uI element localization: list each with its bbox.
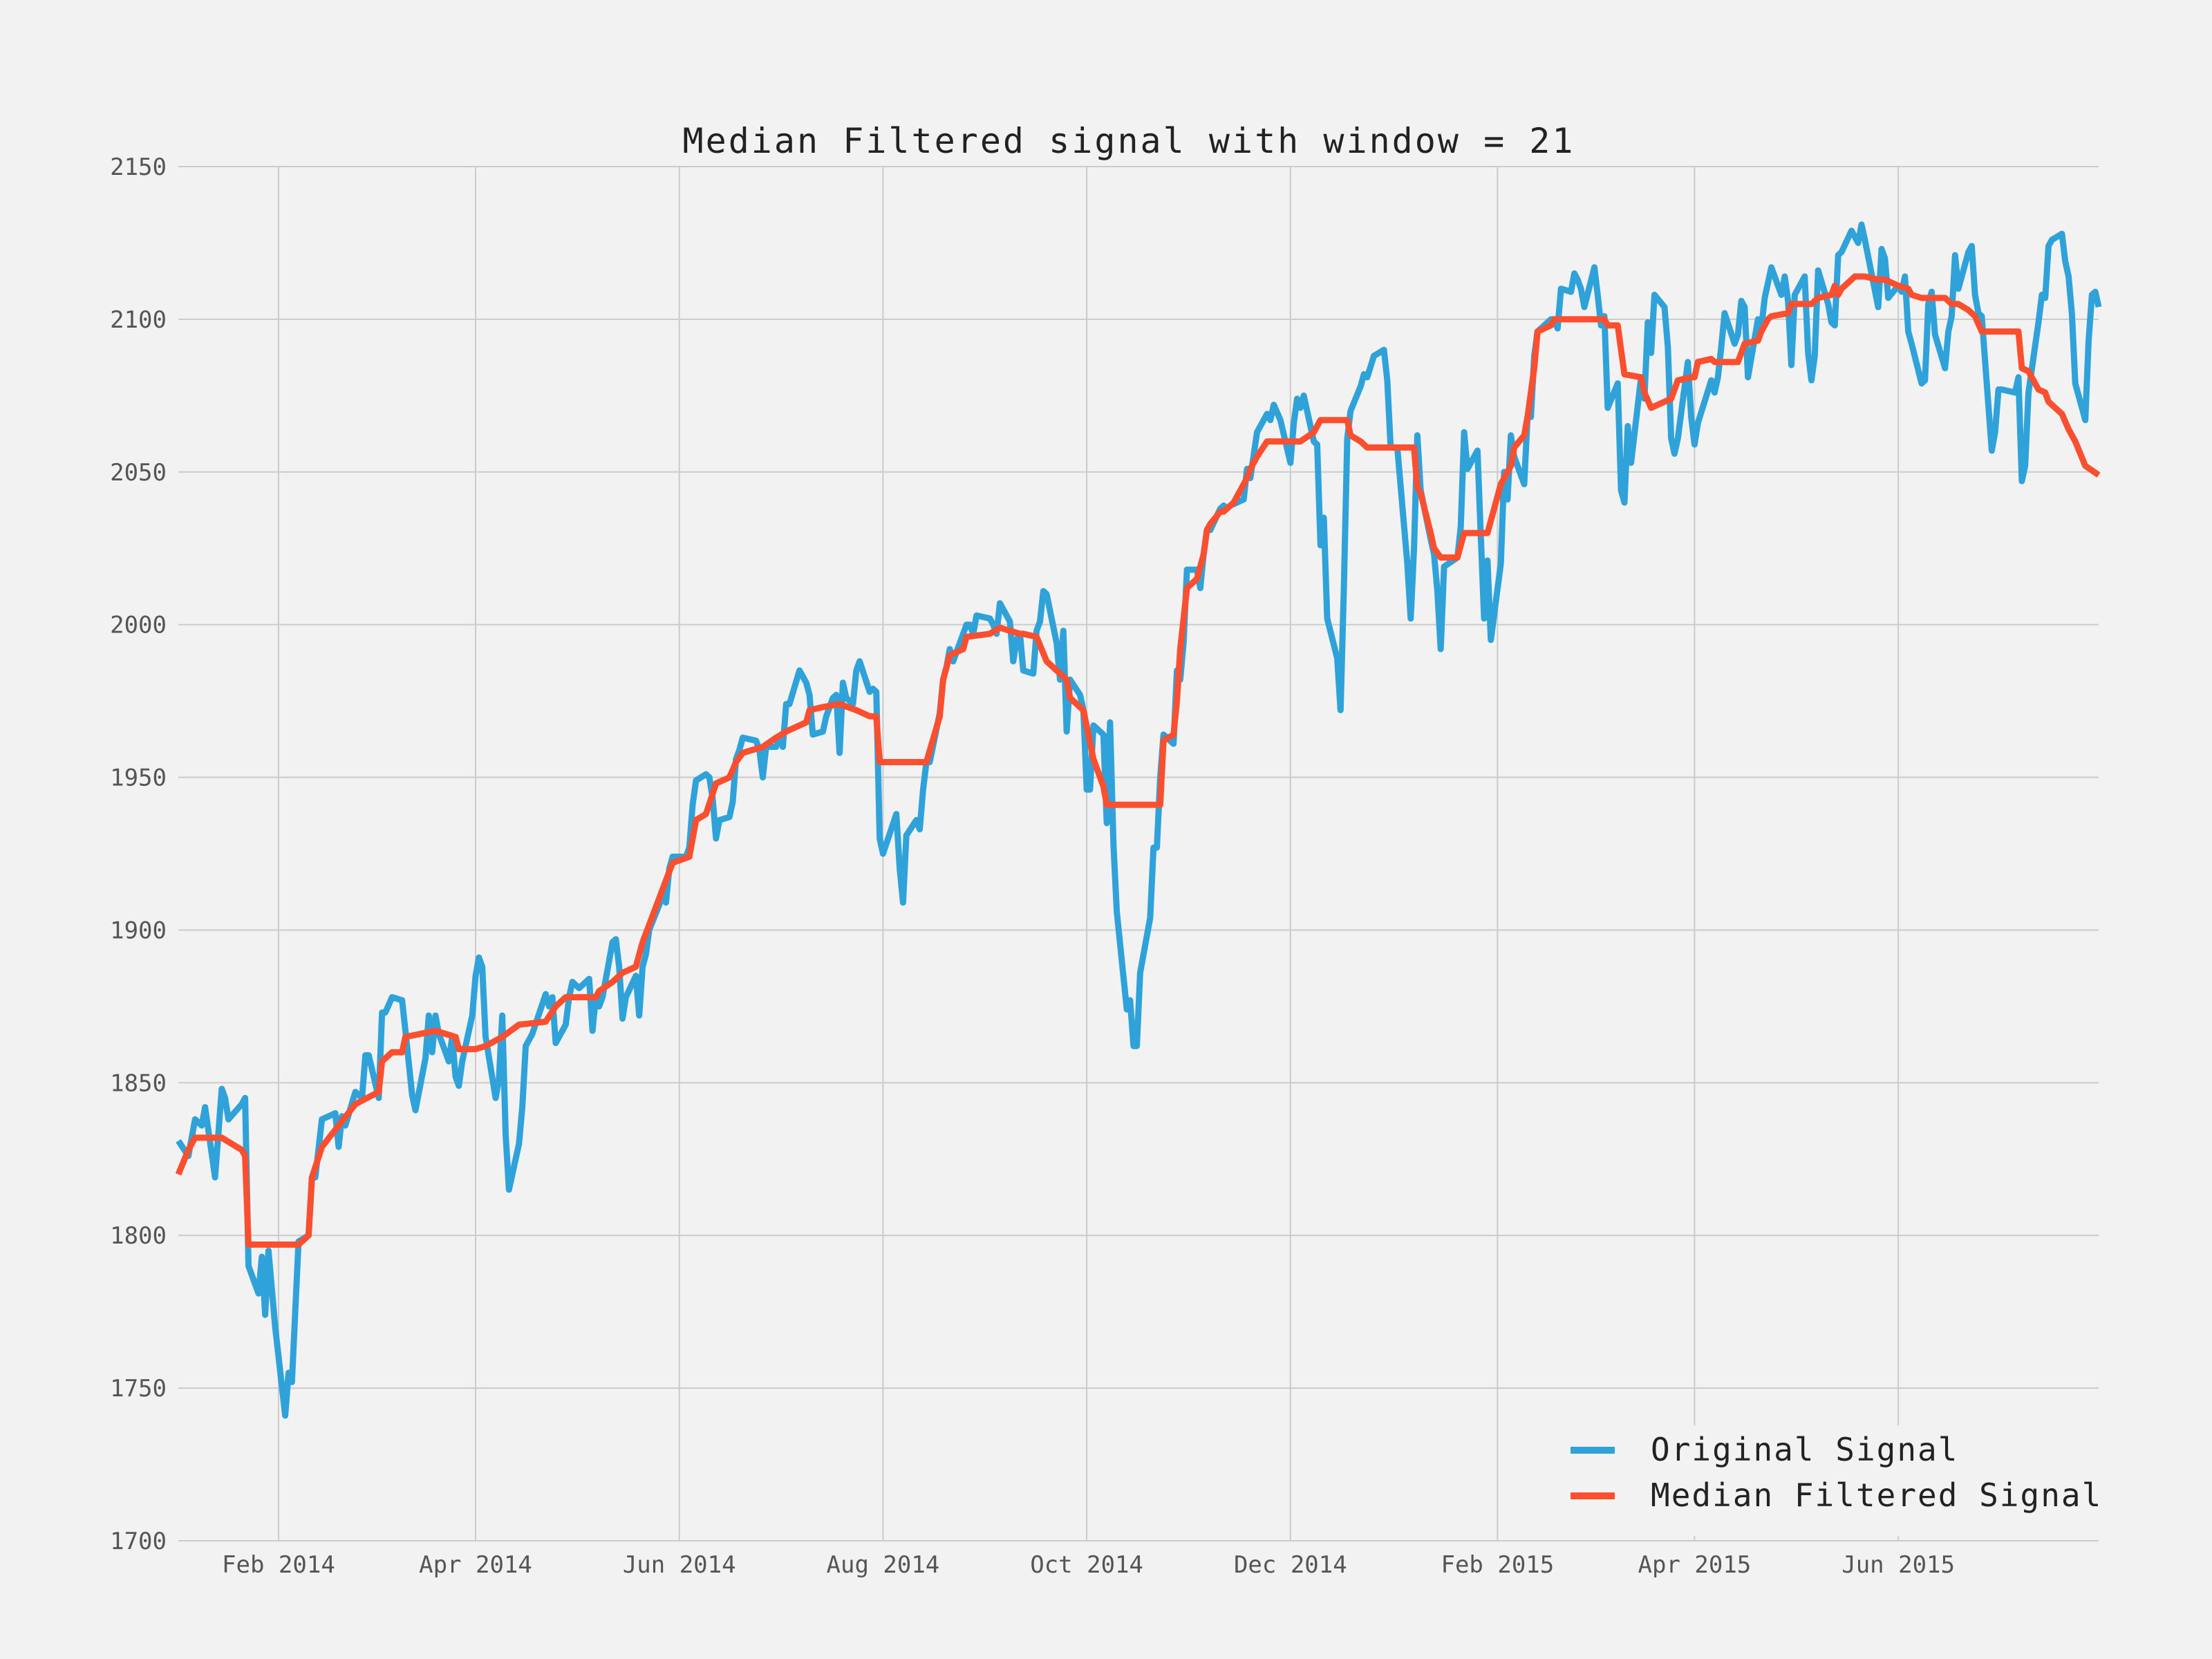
series-lines <box>175 221 2102 1419</box>
x-tick-label: Apr 2015 <box>1638 1551 1752 1579</box>
y-tick-label: 2000 <box>110 612 167 639</box>
y-tick-label: 2050 <box>110 459 167 487</box>
legend-box <box>1548 1425 2099 1536</box>
y-tick-label: 1750 <box>110 1375 167 1403</box>
x-tick-label: Dec 2014 <box>1234 1551 1347 1579</box>
y-tick-label: 1950 <box>110 765 167 792</box>
legend-label: Original Signal <box>1651 1431 1958 1468</box>
x-axis: Feb 2014 Apr 2014 Jun 2014 Aug 2014 Oct 2014… <box>222 1551 1955 1579</box>
x-tick-label: Jun 2015 <box>1841 1551 1955 1579</box>
y-tick-label: 2150 <box>110 153 167 181</box>
y-tick-label: 2100 <box>110 306 167 334</box>
chart-title: Median Filtered signal with window = 21 <box>683 121 1575 161</box>
y-tick-label: 1700 <box>110 1528 167 1555</box>
grid <box>178 166 2099 1541</box>
y-tick-label: 1850 <box>110 1069 167 1097</box>
x-tick-label: Jun 2014 <box>623 1551 736 1579</box>
x-tick-label: Feb 2015 <box>1441 1551 1554 1579</box>
y-tick-label: 1800 <box>110 1222 167 1250</box>
x-tick-label: Apr 2014 <box>419 1551 532 1579</box>
x-tick-label: Aug 2014 <box>827 1551 940 1579</box>
legend: Original Signal Median Filtered Signal <box>1548 1425 2102 1536</box>
y-tick-label: 1900 <box>110 917 167 944</box>
x-tick-label: Oct 2014 <box>1030 1551 1143 1579</box>
legend-label: Median Filtered Signal <box>1651 1477 2102 1514</box>
y-axis: 1700 1750 1800 1850 1900 1950 2000 2050 2100 2150 <box>110 153 167 1555</box>
x-tick-label: Feb 2014 <box>222 1551 335 1579</box>
series-line-median <box>175 273 2101 1248</box>
